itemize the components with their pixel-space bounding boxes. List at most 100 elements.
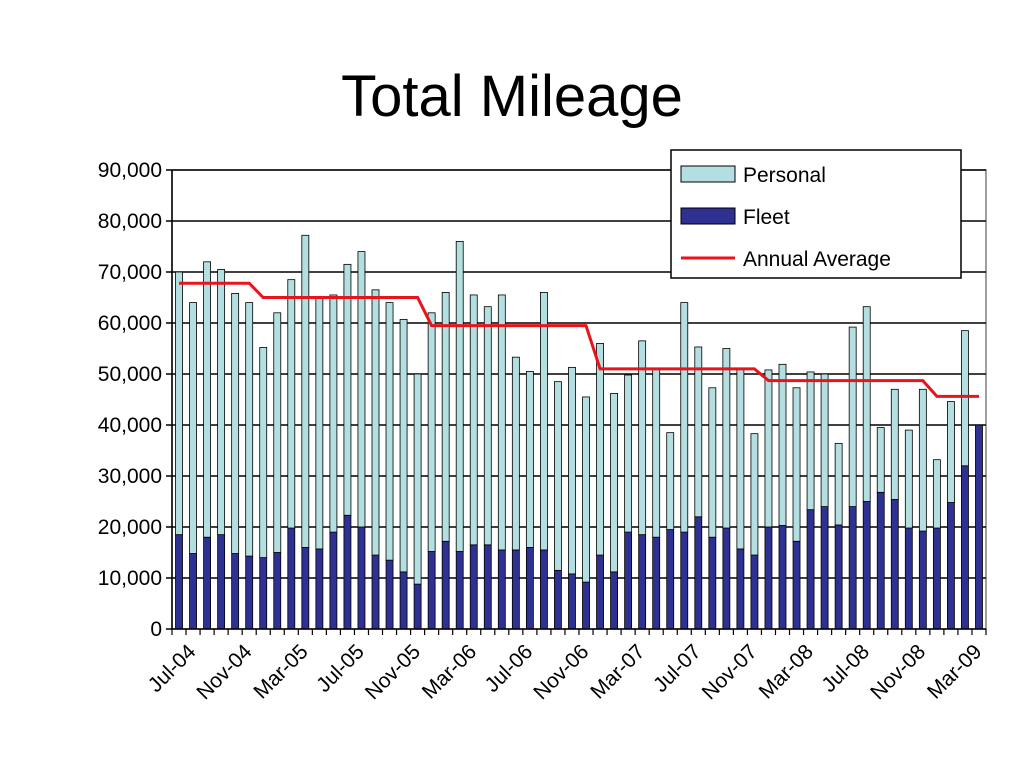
annual-average-line: [179, 281, 979, 398]
bar-personal: [413, 373, 422, 585]
y-tick-label: 0: [150, 618, 162, 641]
bar-fleet: [441, 540, 450, 630]
bar-personal: [834, 442, 843, 526]
bar-personal: [736, 368, 745, 550]
bar-fleet: [189, 553, 197, 630]
bar-fleet: [554, 569, 562, 630]
bar-personal: [287, 279, 296, 529]
bar-personal: [680, 302, 689, 533]
y-tick-label: 30,000: [98, 465, 162, 488]
bar-fleet: [399, 571, 408, 630]
bar-fleet: [245, 555, 254, 630]
bar-fleet: [371, 554, 380, 630]
bar-personal: [497, 294, 506, 551]
bar-personal: [343, 263, 352, 516]
bar-personal: [792, 387, 801, 542]
bar-personal: [932, 459, 941, 529]
bar-personal: [820, 373, 829, 508]
bar-personal: [441, 291, 450, 542]
bar-personal: [918, 388, 927, 532]
bar-fleet: [540, 549, 548, 630]
bar-personal: [175, 271, 183, 536]
bar-fleet: [764, 526, 773, 630]
bar-fleet: [848, 506, 857, 630]
y-tick-label: 90,000: [98, 159, 162, 182]
bar-personal: [385, 302, 394, 561]
bar-personal: [427, 312, 436, 552]
bar-fleet: [694, 516, 703, 630]
bar-fleet: [652, 536, 661, 630]
y-tick-label: 60,000: [98, 312, 162, 335]
x-tick-label: Mar-06: [418, 640, 481, 703]
bar-fleet: [469, 544, 478, 630]
bar-fleet: [511, 549, 520, 630]
bar-fleet: [231, 553, 240, 630]
bar-fleet: [568, 573, 576, 630]
bar-personal: [568, 366, 576, 575]
bar-fleet: [525, 547, 534, 630]
bar-personal: [652, 368, 661, 538]
legend-label: Fleet: [743, 206, 790, 229]
legend-swatch-fleet: [680, 207, 736, 225]
bar-fleet: [750, 554, 759, 630]
bar-personal: [764, 369, 773, 528]
y-tick-label: 70,000: [98, 261, 162, 284]
y-tick-label: 40,000: [98, 414, 162, 437]
bar-fleet: [918, 530, 927, 630]
bar-personal: [708, 387, 717, 538]
bar-personal: [638, 340, 647, 536]
bar-personal: [876, 427, 885, 493]
bar-personal: [329, 294, 338, 533]
bar-fleet: [806, 509, 815, 630]
y-tick-label: 80,000: [98, 210, 162, 233]
bar-fleet: [680, 531, 689, 630]
bar-personal: [862, 306, 871, 502]
x-tick-label: Nov-05: [361, 640, 425, 704]
bar-personal: [961, 330, 969, 467]
bar-fleet: [385, 559, 394, 630]
bar-personal: [469, 294, 478, 546]
bar-personal: [666, 432, 675, 530]
bar-fleet: [413, 583, 422, 630]
bar-personal: [315, 297, 324, 550]
x-tick-label: Mar-09: [923, 640, 986, 703]
legend-label: Annual Average: [743, 248, 891, 271]
bar-fleet: [287, 527, 296, 630]
legend-swatch-personal: [680, 165, 736, 183]
bar-fleet: [427, 551, 436, 630]
bar-personal: [371, 289, 380, 556]
bar-fleet: [329, 531, 338, 630]
bar-personal: [301, 234, 310, 548]
bar-personal: [189, 302, 197, 554]
bar-personal: [890, 388, 899, 500]
y-tick-label: 50,000: [98, 363, 162, 386]
bar-personal: [596, 342, 604, 556]
bar-personal: [722, 348, 731, 529]
bar-personal: [273, 312, 282, 553]
bar-personal: [554, 381, 562, 571]
bar-fleet: [834, 524, 843, 630]
x-tick-label: Nov-07: [698, 640, 762, 704]
bar-fleet: [259, 557, 268, 630]
bar-fleet: [175, 534, 183, 630]
bar-fleet: [596, 554, 604, 630]
bar-fleet: [315, 548, 324, 630]
bar-fleet: [638, 534, 647, 630]
bar-fleet: [975, 424, 983, 630]
bar-fleet: [876, 491, 885, 630]
bar-personal: [217, 269, 226, 536]
bar-personal: [455, 240, 464, 552]
x-tick-label: Mar-07: [586, 640, 649, 703]
bar-fleet: [904, 527, 913, 630]
bar-personal: [778, 363, 787, 526]
bar-fleet: [455, 551, 464, 630]
bar-personal: [848, 326, 857, 507]
bar-personal: [582, 396, 590, 583]
y-tick-label: 20,000: [98, 516, 162, 539]
bar-fleet: [778, 525, 787, 630]
bar-personal: [750, 433, 759, 556]
bar-personal: [610, 392, 618, 573]
bar-personal: [483, 306, 492, 546]
x-tick-label: Nov-08: [866, 640, 930, 704]
